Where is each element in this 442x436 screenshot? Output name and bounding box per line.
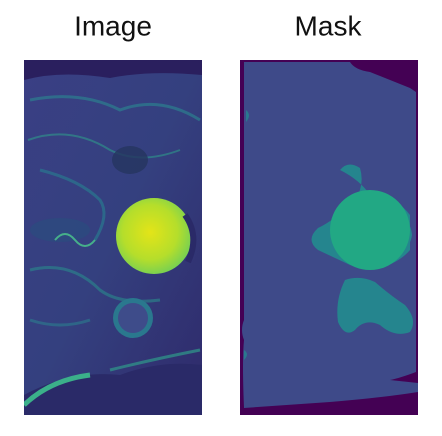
mri-image bbox=[24, 60, 202, 415]
panel-title: Image bbox=[74, 10, 152, 41]
mask-image bbox=[240, 60, 418, 415]
panel-title: Mask bbox=[295, 10, 363, 41]
